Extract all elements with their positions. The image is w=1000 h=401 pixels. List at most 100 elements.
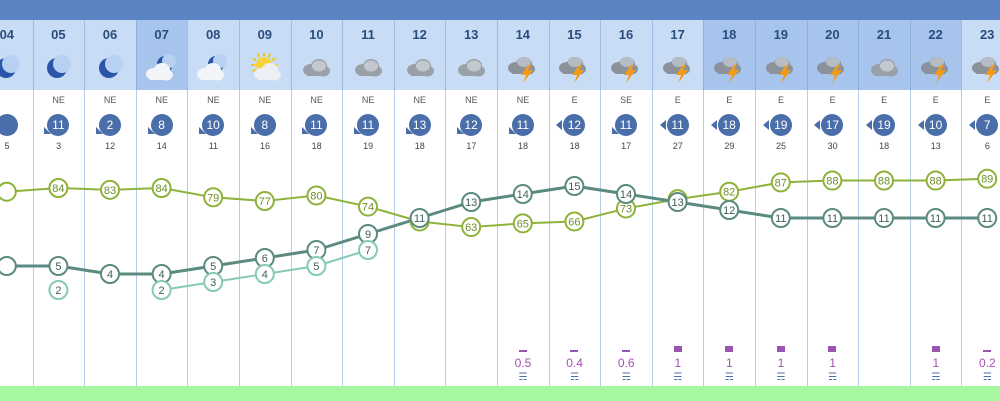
wind-direction: NE [361,95,375,105]
data-point [358,240,378,260]
wind-speed-badge: 12 [460,114,483,136]
hour-column: 17 [651,20,704,90]
hour-column: 19 [755,20,807,90]
data-label: 2 [159,285,165,297]
wind-gust: 12 [105,141,116,151]
wind-direction: E [571,95,578,105]
hour-column: 18 [703,20,755,90]
thunderstorm-icon [609,53,643,83]
hour-label: 08 [205,27,221,42]
hour-label: 11 [361,27,375,42]
data-point [0,256,17,276]
data-label: 11 [930,213,941,225]
rain-amount: 0.2 [979,356,996,370]
hour-label: 07 [154,27,169,42]
wind-gust: 11 [208,141,219,151]
cloud-icon [299,53,333,83]
rain-amount: 0.4 [566,356,583,370]
hour-column: 16 [600,20,652,90]
data-point [770,172,791,193]
hour-label: 14 [515,27,531,42]
data-point [616,184,636,204]
wind-speed-badge: 11 [666,114,689,136]
wind-gust: 13 [930,141,941,151]
hour-label: 09 [257,27,273,42]
wind-gust: 5 [4,141,10,151]
moon-cloud-icon [196,53,230,83]
wind-direction: NE [516,95,530,105]
wind-direction: NE [52,95,65,105]
data-label: 66 [568,216,580,228]
data-label: 5 [55,261,61,273]
wind-arrow-icon [556,120,563,130]
wind-gust: 18 [311,141,322,151]
wind-gust: 6 [984,141,990,151]
wind-arrow-icon [354,127,361,134]
data-label: 83 [104,185,116,197]
data-label: 84 [155,183,167,195]
wind-direction: NE [207,95,220,105]
wind-speed-badge: 17 [821,114,844,136]
data-label: 5 [210,261,216,273]
hour-label: 12 [412,27,427,42]
wind-direction: NE [103,95,117,105]
raindrops-icon: ☴ [518,372,528,383]
hour-label: 21 [876,27,892,42]
wind-arrow-icon [405,127,413,134]
raindrops-icon: ☴ [931,372,941,383]
hour-header-row: 04 05 06 07 08 09 10 11 12 13 14 15 16 17 18 19 20 21 22 23 [0,20,1000,90]
wind-arrow-icon [612,127,619,134]
wind-speed-badge: 11 [511,114,534,136]
data-label: 9 [365,229,371,241]
data-point [254,191,275,212]
thunderstorm-icon [712,53,746,83]
thunderstorm-icon [815,53,849,83]
wind-speed-badge: 19 [873,114,895,136]
wind-gust: 18 [414,141,425,151]
hour-column: 20 [806,20,859,90]
hour-label: 19 [773,27,789,42]
wind-direction: E [777,95,784,105]
wind-gust: 19 [363,141,374,151]
raindrops-icon: ☴ [673,372,683,383]
cloud-icon [867,53,901,83]
rain-amount: 0.5 [514,356,532,370]
hour-label: 05 [51,27,66,42]
data-label: 6 [262,253,268,265]
rain-amount: 1 [829,356,836,370]
wind-arrow-icon [147,127,155,134]
wind-speed-badge: 11 [357,114,379,136]
data-label: 82 [723,187,735,199]
data-point [667,192,688,212]
data-point [306,185,327,206]
data-point [0,181,17,202]
hour-column: 14 [497,20,549,90]
data-label: 13 [465,197,477,209]
rain-bar [776,346,785,352]
rain-bar [570,350,579,352]
hour-label: 18 [721,27,737,42]
data-point [874,208,894,228]
raindrops-icon: ☴ [621,372,631,383]
hour-column: 10 [290,20,343,90]
wind-direction: NE [310,95,323,105]
hour-column: 06 [84,20,136,90]
data-label: 3 [210,277,216,289]
data-point [564,211,585,232]
rain-bar [673,346,682,352]
wind-direction: E [984,95,991,105]
hour-label: 10 [309,27,324,42]
wind-arrow-icon [917,120,924,130]
wind-speed-badge: 11 [615,114,637,136]
wind-arrow-icon [762,120,769,130]
raindrops-icon: ☴ [776,372,786,383]
rain-amount: 1 [777,356,785,370]
rain-amount: 0.6 [617,356,635,370]
wind-speed-badge [0,114,18,136]
wind-speed-badge: 7 [976,114,999,136]
hour-column: 12 [393,20,446,90]
cloud-icon [454,53,488,83]
wind-gust: 3 [56,141,62,151]
rain-bar [518,350,527,352]
